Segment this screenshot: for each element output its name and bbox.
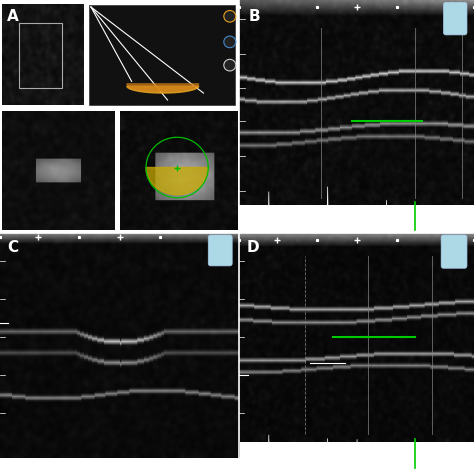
Ellipse shape bbox=[224, 36, 236, 47]
Bar bbox=[89, 5, 235, 105]
FancyBboxPatch shape bbox=[444, 2, 467, 35]
Polygon shape bbox=[127, 86, 199, 93]
Polygon shape bbox=[127, 84, 199, 91]
Text: A: A bbox=[7, 9, 19, 24]
Ellipse shape bbox=[224, 59, 236, 71]
Text: C: C bbox=[7, 240, 18, 255]
Polygon shape bbox=[146, 167, 208, 195]
Ellipse shape bbox=[224, 10, 236, 22]
Text: D: D bbox=[246, 240, 259, 255]
Bar bbox=[19, 24, 62, 88]
Text: B: B bbox=[249, 9, 260, 24]
FancyBboxPatch shape bbox=[208, 235, 232, 266]
FancyBboxPatch shape bbox=[441, 235, 467, 268]
